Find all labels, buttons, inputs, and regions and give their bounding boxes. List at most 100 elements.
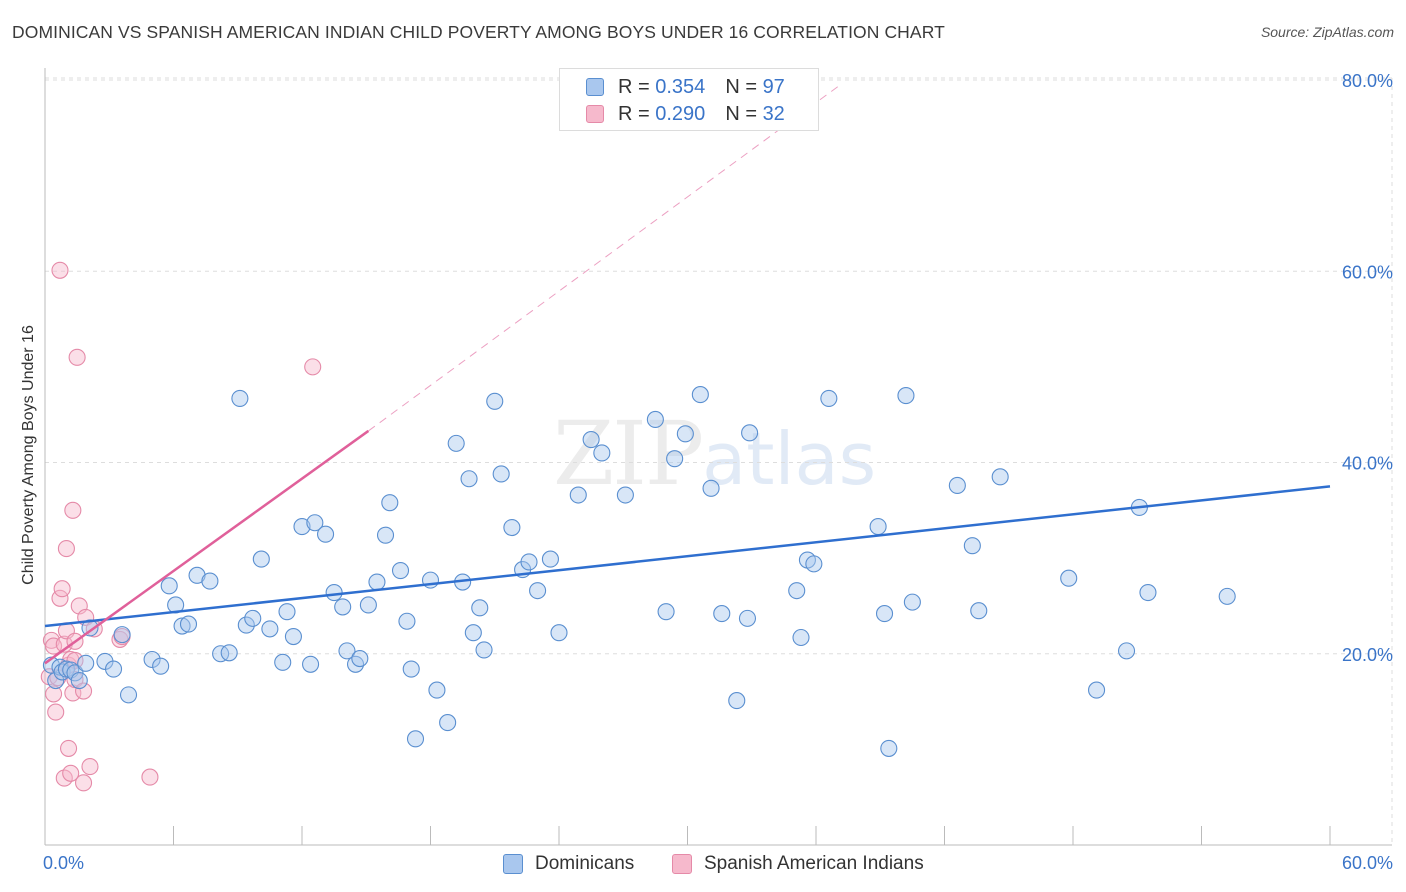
data-point-dominicans	[550, 624, 568, 642]
data-point-dominicans	[447, 434, 465, 452]
data-point-dominicans	[252, 550, 270, 568]
data-point-dominicans	[492, 465, 510, 483]
data-point-dominicans	[317, 525, 335, 543]
data-point-dominicans	[359, 596, 377, 614]
trend-line-spanish-american-indians-extension	[368, 83, 842, 432]
data-point-dominicans	[529, 582, 547, 600]
data-point-dominicans	[293, 518, 311, 536]
legend-n-label: N =	[725, 102, 757, 125]
legend-n-value: 97	[762, 75, 785, 98]
data-point-dominicans	[788, 582, 806, 600]
trend-line-dominicans	[44, 485, 1331, 628]
data-point-dominicans	[152, 657, 170, 675]
data-point-dominicans	[334, 598, 352, 616]
correlation-legend: R = 0.354 N = 97 R = 0.290 N = 32	[559, 68, 819, 131]
data-point-spanish-american-indians	[75, 682, 93, 700]
series-legend-spanish-american-indians: Spanish American Indians	[672, 852, 924, 876]
data-point-dominicans	[173, 617, 191, 635]
data-point-dominicans	[261, 620, 279, 638]
y-tick-label: 20.0%	[1342, 645, 1393, 665]
data-point-dominicans	[143, 650, 161, 669]
data-point-dominicans	[77, 654, 95, 672]
data-point-dominicans	[212, 645, 230, 663]
data-point-dominicans	[220, 644, 238, 662]
data-point-dominicans	[880, 739, 898, 757]
legend-r-label: R =	[618, 102, 650, 125]
data-point-dominicans	[520, 553, 538, 571]
data-point-dominicans	[1060, 569, 1078, 587]
data-point-dominicans	[460, 470, 478, 488]
data-point-dominicans	[464, 624, 482, 642]
data-point-spanish-american-indians	[62, 764, 80, 782]
data-point-dominicans	[237, 616, 255, 634]
data-point-dominicans	[728, 692, 746, 710]
legend-r-value: 0.354	[655, 75, 706, 98]
data-point-dominicans	[713, 605, 731, 623]
data-point-dominicans	[119, 686, 138, 704]
data-point-spanish-american-indians	[57, 540, 75, 558]
data-point-dominicans	[666, 450, 684, 468]
data-point-dominicans	[1117, 642, 1136, 660]
data-point-dominicans	[376, 526, 395, 544]
data-point-dominicans	[702, 479, 720, 497]
data-point-dominicans	[47, 671, 65, 690]
data-point-dominicans	[306, 514, 324, 532]
legend-r-value: 0.290	[655, 102, 706, 125]
series-legend-label: Dominicans	[535, 853, 635, 874]
legend-row-spanish-american-indians: R = 0.290 N = 32	[586, 102, 785, 126]
data-point-dominicans	[875, 605, 894, 623]
data-point-dominicans	[284, 627, 302, 646]
y-tick-label: 40.0%	[1342, 454, 1393, 474]
source-credit: Source: ZipAtlas.com	[1260, 24, 1394, 40]
data-point-spanish-american-indians	[51, 261, 69, 279]
legend-swatch-pink	[586, 105, 604, 123]
data-point-dominicans	[616, 486, 634, 504]
chart-title: DOMINICAN VS SPANISH AMERICAN INDIAN CHI…	[12, 22, 945, 42]
data-point-dominicans	[970, 602, 988, 620]
data-point-dominicans	[104, 660, 123, 678]
data-point-dominicans	[820, 389, 838, 407]
x-tick-label: 0.0%	[43, 853, 84, 873]
data-point-dominicans	[278, 603, 296, 621]
y-tick-label: 80.0%	[1342, 71, 1393, 91]
legend-r-label: R =	[618, 75, 650, 98]
data-point-dominicans	[406, 730, 425, 748]
data-point-dominicans	[646, 410, 664, 429]
data-point-dominicans	[113, 626, 131, 644]
data-point-dominicans	[486, 392, 504, 410]
data-point-dominicans	[869, 518, 887, 536]
legend-n-label: N =	[725, 75, 757, 98]
data-point-dominicans	[541, 550, 559, 568]
data-point-dominicans	[381, 494, 399, 512]
data-point-spanish-american-indians	[66, 651, 84, 669]
data-point-spanish-american-indians	[141, 768, 159, 786]
data-point-dominicans	[792, 628, 810, 647]
data-point-dominicans	[903, 593, 921, 611]
data-point-dominicans	[1218, 587, 1236, 605]
data-point-dominicans	[471, 599, 489, 617]
data-point-dominicans	[897, 387, 915, 405]
data-point-dominicans	[1088, 681, 1106, 699]
data-point-dominicans	[963, 537, 981, 555]
x-tick-label: 60.0%	[1342, 853, 1393, 873]
data-point-spanish-american-indians	[68, 348, 86, 366]
data-point-spanish-american-indians	[45, 685, 63, 703]
y-tick-label: 60.0%	[1342, 262, 1393, 282]
legend-row-dominicans: R = 0.354 N = 97	[586, 75, 785, 99]
data-point-dominicans	[398, 612, 416, 630]
legend-n-value: 32	[762, 102, 785, 125]
data-point-dominicans	[805, 555, 823, 573]
legend-swatch-blue	[586, 78, 604, 96]
data-point-dominicans	[351, 649, 369, 668]
data-point-dominicans	[402, 660, 420, 678]
data-point-spanish-american-indians	[47, 703, 65, 721]
data-point-dominicans	[231, 389, 249, 407]
data-point-dominicans	[391, 562, 410, 580]
data-point-spanish-american-indians	[64, 501, 82, 519]
data-point-dominicans	[991, 468, 1009, 486]
data-point-dominicans	[428, 681, 446, 699]
trend-line-spanish-american-indians	[44, 429, 370, 665]
data-point-dominicans	[738, 609, 757, 627]
data-point-dominicans	[179, 615, 198, 633]
